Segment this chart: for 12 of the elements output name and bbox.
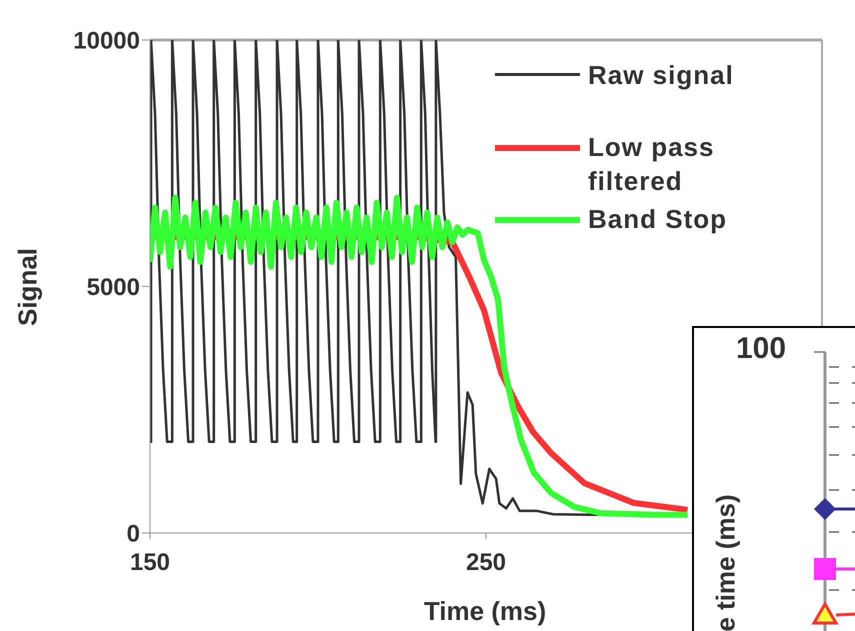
legend-label: Band Stop [588,203,728,236]
x-axis-title: Time (ms) [424,596,546,627]
y-tick-label: 10000 [73,28,140,55]
x-tick-label: 250 [466,549,506,576]
y-tick-label: 0 [126,520,140,548]
y-axis-title: Signal [12,248,44,326]
annotation: 100 [736,332,786,366]
x-tick-label: 150 [130,549,170,576]
y-tick-label: 5000 [86,274,140,302]
legend-label: Low pass filtered [588,131,716,198]
text: e time (ms) [710,494,742,631]
legend-label: Raw signal [588,59,735,92]
